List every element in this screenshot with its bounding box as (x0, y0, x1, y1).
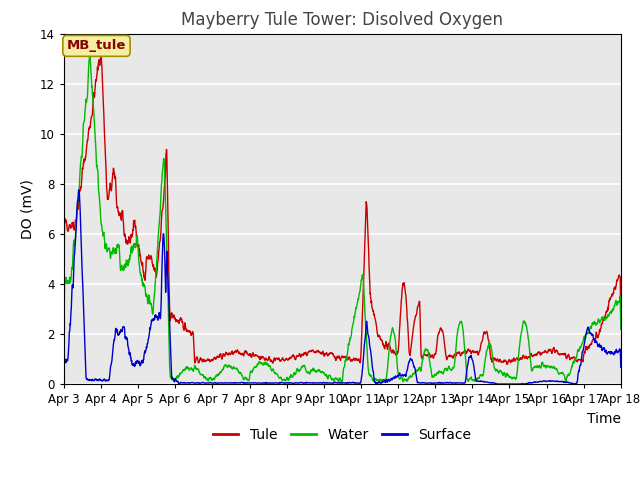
Water (601, 317, 609, 323)
Tule (503, 361, 511, 367)
Line: Surface: Surface (64, 190, 621, 384)
Surface (317, 380, 324, 385)
Surface (617, 364, 625, 370)
Line: Water: Water (64, 57, 621, 382)
Y-axis label: DO (mV): DO (mV) (20, 179, 35, 239)
Surface (75, 187, 83, 192)
Water (89, 94, 97, 99)
Water (86, 54, 93, 60)
Text: MB_tule: MB_tule (67, 39, 126, 52)
X-axis label: Time: Time (587, 411, 621, 426)
Line: Tule: Tule (64, 54, 621, 364)
Tule (602, 313, 609, 319)
Surface (499, 381, 507, 387)
Tule (617, 318, 625, 324)
Water (316, 369, 324, 374)
Water (60, 321, 68, 326)
Tule (316, 350, 324, 356)
Tule (60, 284, 68, 289)
Tule (499, 359, 506, 364)
Surface (175, 381, 182, 387)
Water (617, 326, 625, 332)
Surface (89, 377, 97, 383)
Water (331, 375, 339, 381)
Surface (332, 380, 339, 385)
Surface (602, 348, 609, 354)
Tule (331, 355, 339, 360)
Legend: Tule, Water, Surface: Tule, Water, Surface (208, 422, 477, 447)
Water (335, 379, 342, 385)
Water (499, 372, 507, 378)
Tule (601, 313, 609, 319)
Surface (601, 349, 609, 355)
Tule (97, 51, 105, 57)
Tule (88, 111, 96, 117)
Surface (60, 370, 68, 375)
Title: Mayberry Tule Tower: Disolved Oxygen: Mayberry Tule Tower: Disolved Oxygen (181, 11, 504, 29)
Water (602, 316, 609, 322)
